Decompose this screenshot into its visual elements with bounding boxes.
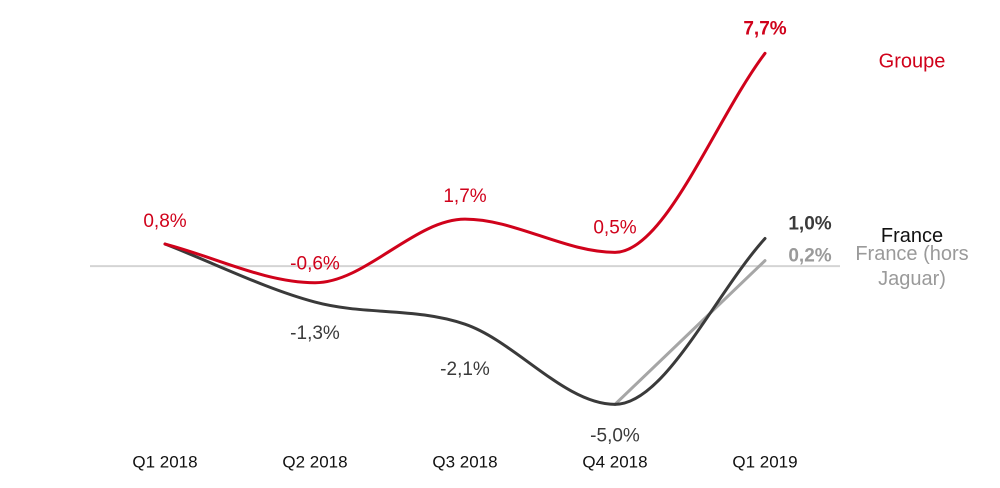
data-label: 1,0% (788, 214, 831, 235)
data-label: 0,8% (143, 211, 186, 232)
legend-entry: Jaguar) (878, 268, 946, 290)
data-label: -0,6% (290, 254, 340, 275)
legend-entry: France (881, 225, 943, 247)
data-label: -5,0% (590, 425, 640, 446)
x-tick-label: Q1 2018 (132, 452, 197, 471)
x-axis-ticks: Q1 2018 Q2 2018 Q3 2018 Q4 2018 Q1 2019 (132, 452, 797, 471)
x-tick-label: Q3 2018 (432, 452, 497, 471)
series-line-2 (613, 259, 767, 406)
data-label: 1,7% (443, 186, 486, 207)
data-label: 7,7% (743, 18, 786, 39)
x-tick-label: Q2 2018 (282, 452, 347, 471)
data-label: 0,5% (593, 217, 636, 238)
data-label: 0,2% (788, 246, 831, 267)
series-line-0 (163, 51, 767, 285)
data-label: -2,1% (440, 359, 490, 380)
series-line-1 (163, 237, 767, 406)
x-tick-label: Q4 2018 (582, 452, 647, 471)
legend-entry: France (hors (855, 243, 968, 265)
series-lines (163, 51, 767, 406)
data-label: -1,3% (290, 323, 340, 344)
data-labels: 0,8% -0,6% 1,7% 0,5% 7,7% -1,3% -2,1% -5,0% 1,0%… (143, 18, 831, 446)
x-tick-label: Q1 2019 (732, 452, 797, 471)
legend-entry: Groupe (879, 50, 946, 72)
